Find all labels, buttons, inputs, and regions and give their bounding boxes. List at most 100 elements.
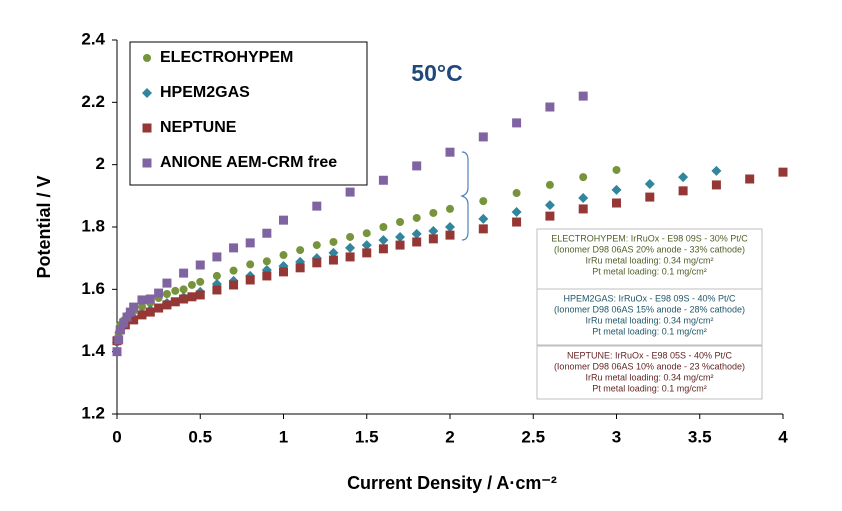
data-point bbox=[122, 312, 132, 322]
data-point bbox=[412, 237, 422, 247]
data-point bbox=[312, 241, 321, 250]
legend-label: HPEM2GAS bbox=[160, 84, 250, 101]
data-point bbox=[478, 132, 488, 142]
data-point bbox=[778, 167, 788, 177]
note-line: (Ionomer D98 06AS 20% anode - 33% cathod… bbox=[554, 244, 745, 254]
note-line: ELECTROHYPEM: IrRuOx - E98 09S - 30% Pt/… bbox=[551, 233, 748, 243]
data-point bbox=[429, 208, 438, 217]
note-line: HPEM2GAS: IrRuOx - E98 09S - 40% Pt/C bbox=[563, 293, 736, 303]
data-point bbox=[112, 347, 122, 357]
data-point bbox=[362, 248, 372, 258]
data-point bbox=[545, 180, 554, 189]
y-tick-label: 2.2 bbox=[81, 92, 105, 111]
legend-label: ANIONE AEM-CRM free bbox=[160, 154, 337, 171]
data-point bbox=[445, 222, 455, 232]
y-tick-label: 1.2 bbox=[81, 403, 105, 422]
data-point bbox=[312, 201, 322, 211]
data-point bbox=[212, 285, 222, 295]
data-point bbox=[162, 290, 171, 299]
data-point bbox=[187, 292, 197, 302]
data-point bbox=[411, 228, 422, 239]
data-point bbox=[328, 247, 339, 258]
y-axis-label: Potential / V bbox=[34, 175, 54, 278]
data-point bbox=[162, 278, 172, 288]
x-tick-label: 4 bbox=[778, 427, 788, 446]
data-point bbox=[745, 174, 755, 184]
data-point bbox=[345, 187, 355, 197]
data-point bbox=[229, 266, 238, 275]
data-point bbox=[196, 277, 205, 286]
data-point bbox=[345, 242, 356, 253]
data-point bbox=[512, 189, 521, 198]
note-line: Pt metal loading: 0.1 mg/cm² bbox=[592, 383, 707, 393]
data-point bbox=[114, 335, 124, 345]
data-point bbox=[179, 294, 189, 304]
data-point bbox=[145, 294, 155, 304]
data-point bbox=[446, 204, 454, 213]
x-axis-label: Current Density / A·cm⁻² bbox=[347, 473, 557, 493]
data-point bbox=[478, 224, 488, 234]
data-point bbox=[544, 200, 555, 211]
data-point bbox=[179, 268, 189, 278]
data-point bbox=[512, 217, 522, 227]
data-point bbox=[245, 238, 255, 248]
note-line: IrRu metal loading: 0.34 mg/cm² bbox=[585, 255, 713, 265]
data-point bbox=[154, 303, 164, 313]
data-point bbox=[545, 102, 555, 112]
data-point bbox=[279, 267, 288, 277]
data-point bbox=[279, 215, 288, 225]
data-point bbox=[361, 240, 372, 251]
data-point bbox=[511, 207, 522, 218]
x-tick-label: 3 bbox=[612, 427, 621, 446]
data-point bbox=[262, 271, 272, 281]
note-line: Pt metal loading: 0.1 mg/cm² bbox=[592, 326, 707, 336]
x-tick-label: 1 bbox=[279, 427, 288, 446]
legend-label: NEPTUNE bbox=[160, 119, 237, 136]
x-tick-label: 2 bbox=[445, 427, 454, 446]
bracket bbox=[460, 151, 469, 241]
data-point bbox=[195, 290, 205, 300]
note-box bbox=[536, 228, 763, 290]
data-point bbox=[644, 178, 655, 189]
data-point bbox=[171, 286, 180, 295]
data-point bbox=[396, 218, 405, 227]
data-point bbox=[162, 300, 172, 310]
data-point bbox=[119, 318, 129, 328]
note-line: IrRu metal loading: 0.34 mg/cm² bbox=[585, 372, 713, 382]
x-tick-label: 1.5 bbox=[355, 427, 379, 446]
note-line: NEPTUNE: IrRuOx - E98 05S - 40% Pt/C bbox=[567, 350, 733, 360]
data-point bbox=[262, 228, 272, 238]
data-point bbox=[645, 192, 655, 202]
note-line: IrRu metal loading: 0.34 mg/cm² bbox=[585, 315, 713, 325]
data-point bbox=[346, 232, 355, 241]
data-point bbox=[115, 325, 125, 335]
data-point bbox=[187, 280, 196, 289]
y-tick-label: 1.4 bbox=[81, 341, 105, 360]
data-point bbox=[478, 213, 489, 224]
data-point bbox=[245, 275, 255, 285]
y-tick-label: 1.6 bbox=[81, 279, 105, 298]
y-tick-label: 2.4 bbox=[81, 29, 105, 48]
data-point bbox=[129, 302, 139, 312]
data-point bbox=[395, 231, 406, 242]
data-point bbox=[545, 211, 555, 221]
data-point bbox=[295, 263, 305, 273]
data-point bbox=[296, 246, 305, 255]
note-box bbox=[536, 288, 763, 346]
data-point bbox=[678, 172, 689, 183]
data-point bbox=[378, 175, 388, 185]
note-line: (Ionomer D98 06AS 15% anode - 28% cathod… bbox=[554, 304, 745, 314]
data-point bbox=[612, 165, 621, 174]
data-point bbox=[328, 255, 338, 265]
data-point bbox=[578, 204, 588, 214]
x-tick-label: 0.5 bbox=[188, 427, 212, 446]
data-point bbox=[212, 252, 222, 262]
data-point bbox=[378, 235, 389, 246]
data-point bbox=[611, 184, 622, 195]
note-box bbox=[536, 345, 763, 400]
data-point bbox=[512, 118, 522, 128]
data-point bbox=[137, 295, 147, 305]
data-point bbox=[195, 260, 205, 270]
legend-marker bbox=[142, 123, 152, 133]
